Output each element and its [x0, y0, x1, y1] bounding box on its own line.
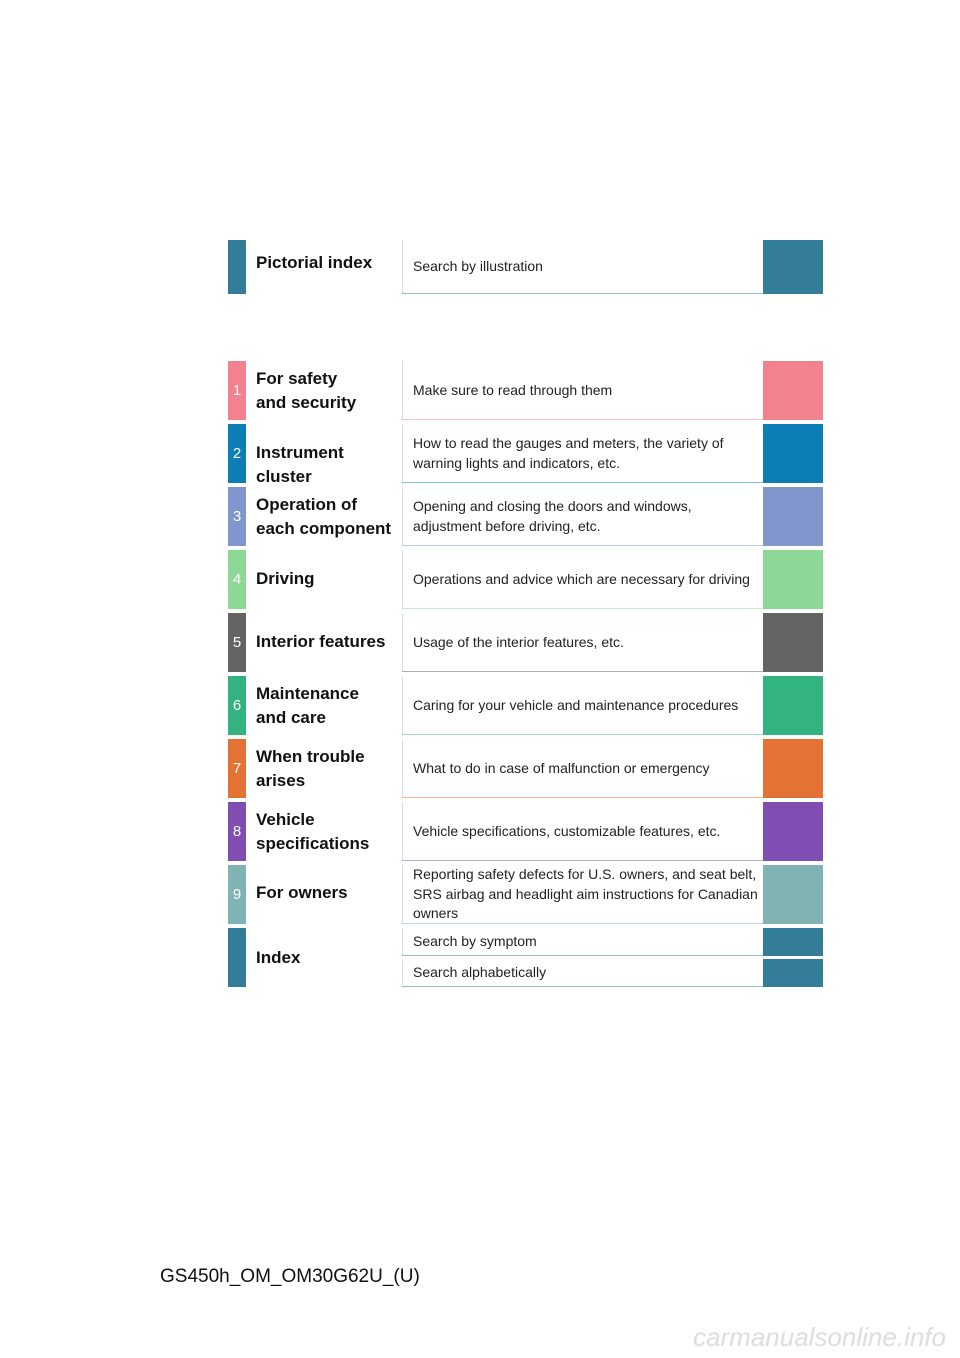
watermark: carmanualsonline.info: [693, 1322, 946, 1352]
title-line: For safety: [256, 368, 338, 388]
tab-block: [763, 550, 823, 609]
title-line: each component: [256, 518, 392, 538]
description-line: Vehicle specifications, customizable fea…: [413, 822, 721, 839]
color-strip: 5: [228, 613, 246, 672]
underline: [402, 797, 763, 798]
color-strip: 1: [228, 361, 246, 420]
title-line: and security: [256, 392, 357, 412]
section-title: Driving: [256, 550, 402, 609]
section-title: Instrument cluster: [256, 424, 402, 486]
tab-block: [763, 865, 823, 924]
color-strip: 2: [228, 424, 246, 483]
description-line: What to do in case of malfunction or eme…: [413, 759, 710, 776]
tab-block: [763, 802, 823, 861]
title-line: Operation of: [256, 494, 358, 514]
title-line: arises: [256, 770, 306, 790]
title-line: Maintenance: [256, 683, 359, 703]
description-line: warning lights and indicators, etc.: [413, 454, 620, 471]
title-line: Instrument cluster: [256, 443, 344, 486]
description-line: Operations and advice which are necessar…: [413, 570, 750, 587]
tab-block: [763, 676, 823, 735]
description-line: Search by illustration: [413, 258, 543, 275]
description-line: owners: [413, 905, 459, 922]
color-strip: [228, 928, 246, 987]
color-strip: 8: [228, 802, 246, 861]
footer-code: GS450h_OM_OM30G62U_(U): [160, 1266, 420, 1287]
title-line: Index: [256, 947, 301, 967]
section-description: Make sure to read through them: [402, 361, 763, 420]
entry-text: Search alphabetically: [413, 964, 547, 981]
underline: [402, 923, 763, 924]
title-line: and care: [256, 707, 326, 727]
section-description: How to read the gauges and meters, the v…: [402, 424, 763, 483]
underline: [402, 671, 763, 672]
description-line: Make sure to read through them: [413, 381, 613, 398]
tab-block: [763, 487, 823, 546]
section-description: What to do in case of malfunction or eme…: [402, 739, 763, 798]
title-line: Interior features: [256, 632, 386, 651]
title-line: For owners: [256, 883, 348, 902]
color-strip: 6: [228, 676, 246, 735]
tab-block: [763, 613, 823, 672]
description-line: Reporting safety defects for U.S. owners…: [413, 866, 757, 883]
section-description: Usage of the interior features, etc.: [402, 613, 763, 672]
description-line: adjustment before driving, etc.: [413, 517, 601, 534]
index-entry: Search alphabetically: [402, 959, 763, 987]
section-title: Operation of each component: [256, 487, 402, 546]
underline: [402, 419, 763, 420]
description-line: SRS airbag and headlight aim instruction…: [413, 885, 758, 902]
section-title: For safety and security: [256, 361, 402, 420]
tab-block: [763, 739, 823, 798]
section-description: Vehicle specifications, customizable fea…: [402, 802, 763, 861]
section-description: Caring for your vehicle and maintenance …: [402, 676, 763, 735]
tab-block: [763, 959, 823, 987]
section-title: When trouble arises: [256, 739, 402, 798]
color-strip: 3: [228, 487, 246, 546]
color-strip: 7: [228, 739, 246, 798]
tab-block: [763, 240, 823, 294]
section-description: Opening and closing the doors and window…: [402, 487, 763, 546]
tab-block: [763, 928, 823, 956]
color-strip: 9: [228, 865, 246, 924]
underline: [402, 986, 763, 987]
underline: [402, 955, 763, 956]
index-entry: Search by symptom: [402, 928, 763, 956]
title-line: Pictorial index: [256, 253, 373, 272]
color-strip: 4: [228, 550, 246, 609]
underline: [402, 482, 763, 483]
section-title: Vehicle specifications: [256, 802, 402, 861]
section-title: For owners: [256, 865, 402, 924]
title-line: specifications: [256, 833, 370, 853]
section-description: Search by illustration: [402, 240, 763, 294]
color-strip: [228, 240, 246, 294]
title-line: Vehicle: [256, 809, 315, 829]
section-description: Operations and advice which are necessar…: [402, 550, 763, 609]
underline: [402, 293, 763, 294]
section-title: Maintenance and care: [256, 676, 402, 735]
tab-block: [763, 361, 823, 420]
title-line: When trouble: [256, 746, 365, 766]
description-line: Opening and closing the doors and window…: [413, 498, 692, 514]
underline: [402, 545, 763, 546]
title-line: Driving: [256, 569, 315, 588]
section-description: Reporting safety defects for U.S. owners…: [402, 865, 763, 924]
description-line: Usage of the interior features, etc.: [413, 633, 624, 650]
section-title: Index: [256, 928, 402, 987]
section-title: Pictorial index: [256, 240, 402, 294]
description-line: Caring for your vehicle and maintenance …: [413, 696, 739, 713]
entry-text: Search by symptom: [413, 933, 537, 950]
underline: [402, 734, 763, 735]
underline: [402, 860, 763, 861]
underline: [402, 608, 763, 609]
tab-block: [763, 424, 823, 483]
description-line: How to read the gauges and meters, the v…: [413, 435, 724, 451]
section-title: Interior features: [256, 613, 402, 672]
